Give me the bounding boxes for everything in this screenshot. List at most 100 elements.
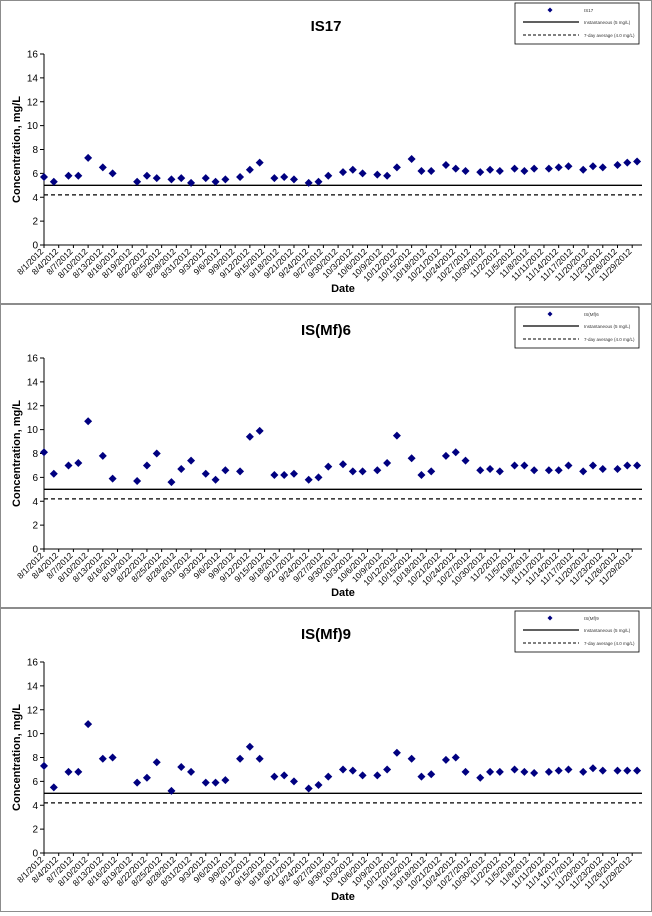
data-point (255, 754, 264, 763)
data-point (304, 475, 313, 484)
data-point (427, 467, 436, 476)
data-point (520, 461, 529, 470)
legend: IS(Mf)9 Instantaneous (5 mg/L) 7-day avera… (514, 610, 640, 653)
data-point (211, 475, 220, 484)
data-point (358, 467, 367, 476)
data-point (441, 161, 450, 170)
data-point (613, 161, 622, 170)
data-point (613, 465, 622, 474)
y-tick-label: 14 (27, 681, 39, 692)
data-point (613, 766, 622, 775)
data-point (289, 469, 298, 478)
y-tick-label: 2 (32, 521, 38, 532)
data-point (221, 175, 230, 184)
legend-label: IS(Mf)9 (584, 616, 599, 621)
data-point (476, 773, 485, 782)
data-point (201, 778, 210, 787)
data-point (98, 754, 107, 763)
legend-marker (547, 7, 553, 13)
chart-title: IS17 (311, 18, 342, 35)
legend-label: 7-day average (4.0 mg/L) (584, 337, 635, 342)
data-point (348, 467, 357, 476)
data-point (84, 720, 93, 729)
data-point (74, 767, 83, 776)
legend: IS17 Instantaneous (5 mg/L) 7-day average … (514, 2, 640, 45)
data-point (177, 174, 186, 183)
data-point (236, 754, 245, 763)
data-point (598, 465, 607, 474)
data-point (236, 172, 245, 181)
y-tick-label: 4 (32, 497, 38, 508)
chart-title: IS(Mf)9 (301, 626, 351, 643)
x-axis-title: Date (331, 891, 355, 903)
data-point (98, 163, 107, 172)
data-point (451, 753, 460, 762)
data-point (486, 165, 495, 174)
data-point (64, 461, 73, 470)
chart-title: IS(Mf)6 (301, 322, 351, 339)
data-point (564, 461, 573, 470)
y-tick-label: 2 (32, 217, 38, 228)
y-tick-label: 6 (32, 473, 38, 484)
data-point (187, 178, 196, 187)
data-point (314, 177, 323, 186)
data-point (530, 466, 539, 475)
data-point (280, 771, 289, 780)
data-point (383, 459, 392, 468)
data-point (64, 767, 73, 776)
data-point (486, 767, 495, 776)
data-point (142, 461, 151, 470)
legend-box (514, 306, 640, 349)
data-point (461, 767, 470, 776)
data-point (520, 166, 529, 175)
data-point (167, 786, 176, 795)
y-tick-label: 0 (32, 241, 38, 252)
y-tick-label: 10 (27, 425, 39, 436)
data-point (495, 166, 504, 175)
chart-is-mf-9: IS(Mf)9 IS(Mf)9 Instantaneous (5 mg/L) 7-da… (11, 610, 642, 903)
data-point (152, 449, 161, 458)
y-tick-label: 14 (27, 73, 39, 84)
data-point (451, 164, 460, 173)
data-point (564, 162, 573, 171)
chart-is17: IS17 IS17 Instantaneous (5 mg/L) 7-day aver… (11, 2, 642, 295)
data-point (245, 742, 254, 751)
y-tick-label: 0 (32, 849, 38, 860)
data-point (49, 783, 58, 792)
y-tick-label: 8 (32, 753, 38, 764)
data-point (49, 469, 58, 478)
y-tick-label: 12 (27, 401, 39, 412)
legend-box (514, 610, 640, 653)
data-point (74, 171, 83, 180)
data-point (495, 467, 504, 476)
data-point (98, 451, 107, 460)
data-point (270, 772, 279, 781)
y-tick-label: 6 (32, 777, 38, 788)
data-point (441, 755, 450, 764)
data-point (358, 771, 367, 780)
data-point (476, 466, 485, 475)
data-point (289, 777, 298, 786)
data-point (554, 163, 563, 172)
data-point (417, 772, 426, 781)
chart-is-mf-6: IS(Mf)6 IS(Mf)6 Instantaneous (5 mg/L) 7-da… (11, 306, 642, 599)
legend-label: Instantaneous (5 mg/L) (584, 628, 631, 633)
y-axis-title: Concentration, mg/L (11, 96, 23, 203)
data-point (417, 166, 426, 175)
data-point (324, 772, 333, 781)
data-point (633, 461, 642, 470)
data-point (530, 164, 539, 173)
data-point (373, 771, 382, 780)
data-point (510, 765, 519, 774)
data-point (383, 765, 392, 774)
data-point (270, 470, 279, 479)
data-point (201, 469, 210, 478)
legend-label: 7-day average (4.0 mg/L) (584, 33, 635, 38)
data-point (530, 769, 539, 778)
data-point (289, 175, 298, 184)
data-point (84, 417, 93, 426)
y-tick-label: 6 (32, 169, 38, 180)
data-point (40, 172, 48, 181)
data-point (133, 476, 142, 485)
data-point (510, 164, 519, 173)
